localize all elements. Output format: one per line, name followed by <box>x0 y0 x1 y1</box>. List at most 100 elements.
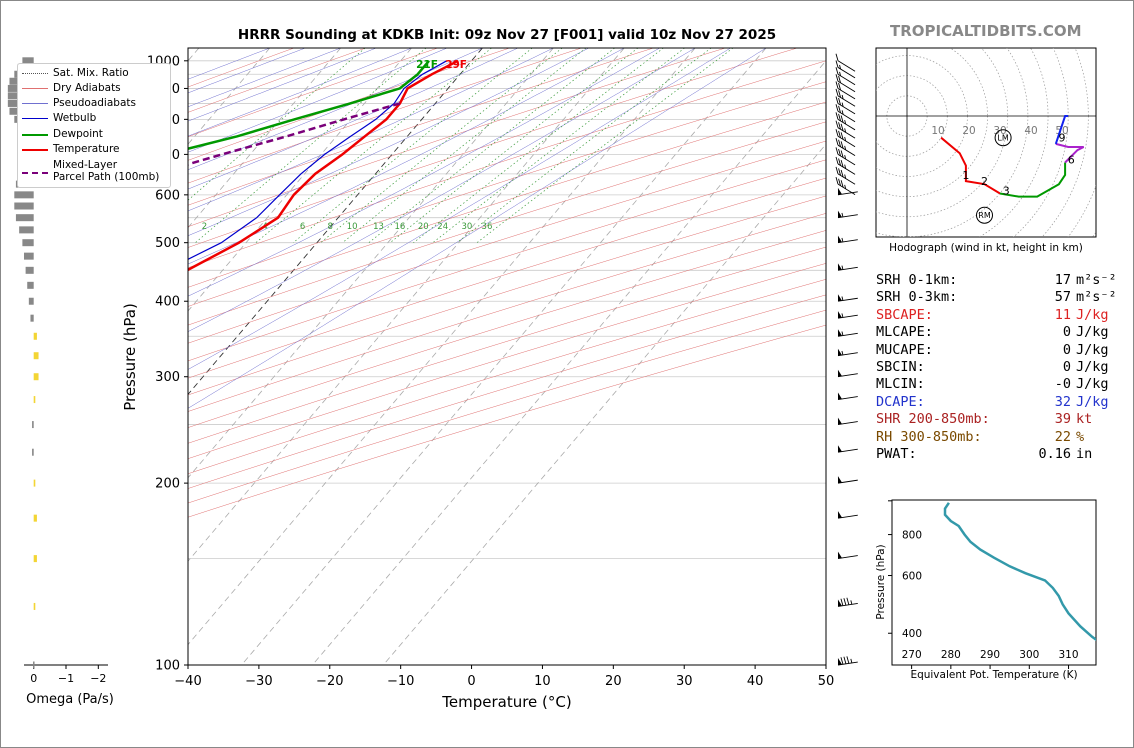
isotherm-line <box>188 48 625 562</box>
wind-barb <box>837 294 858 302</box>
legend-swatch-mix-ratio <box>22 73 48 74</box>
dry-adiabat <box>188 279 826 475</box>
y-tick-label: 300 <box>155 370 180 385</box>
omega-axis-label: Omega (Pa/s) <box>26 692 114 707</box>
mixing-ratio-label: 20 <box>418 222 429 232</box>
wind-barb-half <box>841 94 844 100</box>
stat-row: DCAPE: 32 J/kg <box>876 394 1116 411</box>
wind-barb-tick <box>838 122 841 130</box>
mixing-ratio-line <box>456 48 712 243</box>
wind-barb-tick <box>843 598 847 606</box>
wind-barb-staff <box>837 60 856 72</box>
y-tick-label: 200 <box>155 477 180 492</box>
pseudoadiabat <box>188 48 767 409</box>
wind-barb-tick <box>840 115 844 123</box>
omega-bar <box>19 226 34 234</box>
isotherm-line <box>188 48 696 646</box>
stat-value: -0 <box>1054 376 1071 393</box>
x-axis-label: Temperature (°C) <box>441 693 571 711</box>
legend-item: Temperature <box>53 143 120 155</box>
wind-barb-flag <box>837 476 842 484</box>
wind-barb-staff <box>837 118 856 131</box>
wind-barb-tick <box>835 156 839 165</box>
wind-barb <box>837 187 858 196</box>
wind-barb <box>837 445 858 453</box>
wind-barb-tick <box>835 112 839 120</box>
storm-motion-lm-marker <box>994 129 1012 147</box>
stat-unit: in <box>1076 445 1093 462</box>
stat-label: SHR 200-850mb: <box>876 411 990 428</box>
dry-adiabat <box>188 159 826 362</box>
x-tick-label: 40 <box>747 674 764 689</box>
dry-adiabat <box>188 81 826 288</box>
dry-adiabat <box>188 48 654 206</box>
dry-adiabat <box>188 48 798 248</box>
pseudoadiabat <box>188 48 589 237</box>
mixing-ratio-label: 36 <box>482 222 493 232</box>
wind-barb-half <box>841 110 844 115</box>
pseudoadiabat <box>188 48 625 265</box>
x-tick-label: 0 <box>467 674 475 689</box>
stat-value: 0 <box>1062 358 1071 375</box>
wind-barb <box>837 329 858 337</box>
wind-barb-half <box>844 164 847 169</box>
stat-unit: J/kg <box>1076 324 1109 341</box>
wind-barb-tick <box>840 150 844 158</box>
wind-barb-tick <box>835 96 839 104</box>
wind-barb-staff <box>837 163 856 175</box>
pseudoadiabat <box>188 48 341 108</box>
stat-label: SBCIN: <box>876 358 925 375</box>
stat-row: SBCAPE: 11 J/kg <box>876 307 1116 324</box>
omega-bar <box>27 281 34 289</box>
mixing-ratio-line <box>368 48 615 243</box>
omega-bar <box>33 352 39 360</box>
mixing-ratio-label: 8 <box>327 222 332 232</box>
theta-e-x-tick-label: 300 <box>1019 649 1039 661</box>
legend-item: Pseudoadiabats <box>53 97 136 109</box>
wind-barb-flag <box>837 511 842 519</box>
wind-barb-tick <box>838 168 841 176</box>
y-tick-label: 500 <box>155 236 180 251</box>
wind-barb-half <box>841 237 844 243</box>
pseudoadiabat <box>188 48 696 332</box>
storm-motion-rm-label: RM <box>978 211 991 220</box>
wind-barb-staff <box>837 73 856 86</box>
wind-barb-half <box>841 313 844 318</box>
stat-label: DCAPE: <box>876 393 925 410</box>
wind-barb <box>837 511 858 519</box>
dry-adiabat <box>188 121 826 326</box>
legend-item: Wetbulb <box>53 112 97 124</box>
wind-barb-half <box>844 119 847 125</box>
mixing-ratio-line <box>195 48 427 243</box>
surface-temperature-label: 29F <box>445 59 467 71</box>
stat-row: SRH 0-3km: 57 m²s⁻² <box>876 289 1117 306</box>
wind-barb-staff <box>837 154 856 166</box>
hodograph-frame <box>875 47 1097 238</box>
wind-barb-half <box>839 71 841 76</box>
stat-unit: m²s⁻² <box>1076 289 1117 306</box>
legend-item: Sat. Mix. Ratio <box>53 67 129 79</box>
wind-barb <box>835 177 856 195</box>
wind-barb-tick <box>838 139 841 147</box>
stat-label: SRH 0-3km: <box>876 289 958 306</box>
stat-value: 39 <box>1054 411 1071 428</box>
stat-value: 0.16 <box>1038 445 1071 462</box>
pseudoadiabat <box>188 48 554 212</box>
stat-value: 0 <box>1062 324 1071 341</box>
stat-unit: J/kg <box>1076 341 1109 358</box>
wind-barb-half <box>850 658 853 664</box>
wind-barb-staff <box>837 661 858 666</box>
mixing-ratio-line <box>476 48 734 243</box>
wind-barb-half <box>850 600 853 605</box>
wind-barb-tick <box>838 97 841 106</box>
hodograph-height-label: 6 <box>1068 153 1075 166</box>
wind-barb <box>835 96 856 115</box>
omega-x-tick-label: −2 <box>90 672 106 685</box>
omega-bar <box>22 57 34 65</box>
wind-barb <box>837 348 858 357</box>
wind-barb-flag <box>837 329 842 337</box>
wind-barb-half <box>844 145 847 150</box>
omega-bar <box>32 421 34 429</box>
wind-barb-tick <box>840 180 844 188</box>
wind-barb-staff <box>837 127 856 139</box>
